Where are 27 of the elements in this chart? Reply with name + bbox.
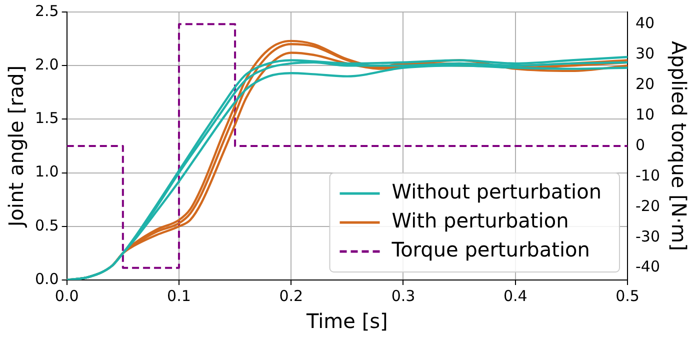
legend-label: With perturbation bbox=[392, 208, 569, 233]
x-tick-label: 0.2 bbox=[279, 286, 304, 305]
legend-label: Torque perturbation bbox=[390, 238, 590, 262]
y-tick-label: 0.0 bbox=[34, 270, 59, 288]
x-tick-label: 0.3 bbox=[391, 286, 416, 305]
y2-tick-label: 20 bbox=[636, 74, 655, 93]
y2-tick-label: 30 bbox=[636, 44, 655, 63]
y2-axis-title: Applied torque [N·m] bbox=[666, 41, 691, 251]
y-tick-label: 2.5 bbox=[34, 2, 59, 20]
y-axis-title: Joint angle [rad] bbox=[4, 65, 28, 229]
x-axis-title: Time [s] bbox=[306, 309, 388, 334]
x-tick-label: 0.0 bbox=[54, 286, 79, 305]
y-tick-label: 1.5 bbox=[34, 109, 59, 128]
y2-tick-label: -20 bbox=[636, 196, 660, 215]
x-tick-label: 0.4 bbox=[503, 286, 528, 305]
y-tick-label: 1.0 bbox=[34, 162, 59, 181]
y-tick-label: 0.5 bbox=[34, 216, 59, 234]
x-tick-label: 0.5 bbox=[616, 286, 640, 305]
y2-tick-label: 0 bbox=[636, 136, 646, 154]
y-tick-label: 2.0 bbox=[34, 55, 59, 74]
y2-tick-label: -40 bbox=[636, 258, 660, 276]
y2-tick-label: -10 bbox=[636, 166, 660, 184]
y2-tick-label: 10 bbox=[636, 105, 655, 124]
y2-tick-label: 40 bbox=[636, 14, 655, 32]
y2-tick-label: -30 bbox=[636, 227, 660, 246]
x-tick-label: 0.1 bbox=[167, 286, 191, 305]
legend-label: Without perturbation bbox=[392, 180, 602, 204]
